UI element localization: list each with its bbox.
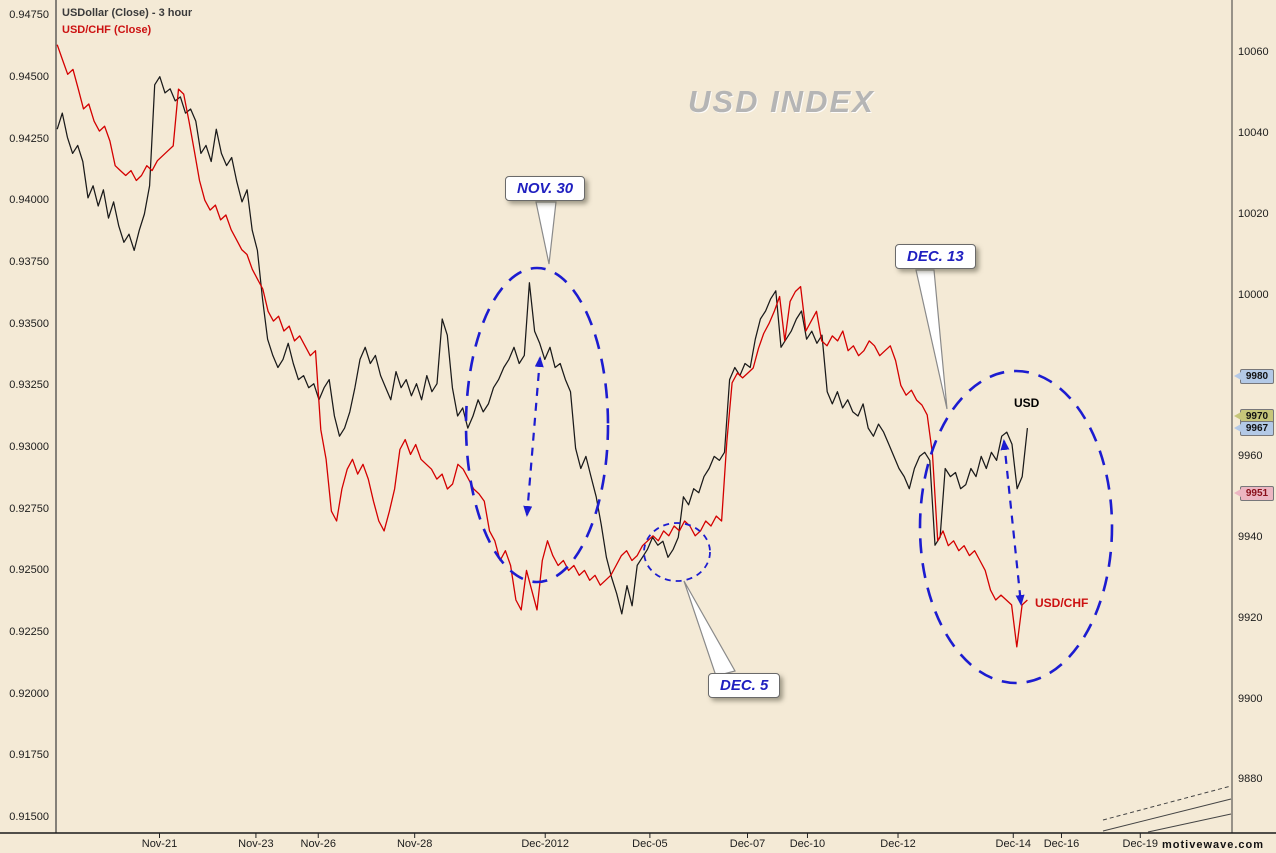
trend-line[interactable] <box>1147 813 1232 833</box>
series-line-usdollar-close <box>56 76 1029 615</box>
time-axis-label-dec-10: Dec-10 <box>789 838 826 850</box>
highlight-ellipse-nov30[interactable] <box>464 266 610 584</box>
time-axis-label-dec-07: Dec-07 <box>729 838 766 850</box>
price-tag-9951: 9951 <box>1234 485 1274 501</box>
price-tag-9980: 9980 <box>1234 368 1274 384</box>
right-axis-label: 10020 <box>1238 208 1269 221</box>
time-axis-label-dec-16: Dec-16 <box>1043 838 1080 850</box>
callout-pointer-nov-30 <box>535 201 557 265</box>
right-axis-label: 10040 <box>1238 127 1269 140</box>
left-axis-label: 0.92250 <box>9 626 49 639</box>
chart-legend: USDollar (Close) - 3 hour USD/CHF (Close… <box>62 5 192 39</box>
left-axis-label: 0.93500 <box>9 317 49 330</box>
price-tag-9967: 9967 <box>1234 421 1274 437</box>
left-axis-label: 0.92500 <box>9 564 49 577</box>
time-axis-label-nov-28: Nov-28 <box>396 838 433 850</box>
left-axis-label: 0.94000 <box>9 194 49 207</box>
primary-series-title: USDollar (Close) - 3 hour <box>62 7 193 19</box>
left-axis-label: 0.94500 <box>9 70 49 83</box>
measure-arrow[interactable] <box>1000 439 1025 606</box>
time-axis-label-dec-14: Dec-14 <box>995 838 1031 850</box>
highlight-ellipse-dec13[interactable] <box>918 369 1114 685</box>
series-line-usd-chf-close <box>56 44 1028 648</box>
trend-line[interactable] <box>1102 785 1232 821</box>
right-axis-label: 10060 <box>1238 46 1269 59</box>
time-axis[interactable]: Nov-21 Nov-23 Nov-26 Nov-28 Dec-2012 Dec-05 De… <box>0 836 1276 853</box>
right-axis-label: 9880 <box>1238 773 1263 786</box>
left-axis-label: 0.91750 <box>9 749 49 762</box>
series-label-usd-chf: USD/CHF <box>1035 596 1089 610</box>
left-axis-label: 0.93000 <box>9 440 49 453</box>
right-axis-label: 9960 <box>1238 450 1263 463</box>
left-axis-label: 0.92750 <box>9 502 49 515</box>
time-axis-label-nov-26: Nov-26 <box>300 838 336 850</box>
time-axis-label-nov-21: Nov-21 <box>141 838 178 850</box>
measure-arrow[interactable] <box>523 356 544 517</box>
left-axis-label: 0.93250 <box>9 379 49 392</box>
left-axis-label: 0.93750 <box>9 255 49 268</box>
series-label-usd: USD <box>1014 396 1040 410</box>
left-axis-label: 0.94750 <box>9 9 49 22</box>
time-axis-label-dec-2012: Dec-2012 <box>521 838 570 850</box>
time-axis-label-dec-12: Dec-12 <box>880 838 916 850</box>
right-axis-label: 9940 <box>1238 531 1263 544</box>
overlay-series-title: USD/CHF (Close) <box>62 24 152 36</box>
branding: motivewave.com <box>1162 839 1265 851</box>
right-axis-label: 9920 <box>1238 611 1263 624</box>
time-axis-label-dec-05: Dec-05 <box>632 838 668 850</box>
right-axis-label: 10000 <box>1238 288 1269 301</box>
callout-dec-5[interactable]: DEC. 5 <box>708 673 781 698</box>
highlight-circle-dec5[interactable] <box>643 522 711 582</box>
time-axis-label-nov-23: Nov-23 <box>238 838 274 850</box>
left-axis-label: 0.94250 <box>9 132 49 145</box>
right-axis-label: 9900 <box>1238 692 1263 705</box>
left-axis-label: 0.92000 <box>9 687 49 700</box>
callout-nov-30[interactable]: NOV. 30 <box>505 176 586 201</box>
watermark-usd-index: USD INDEX <box>688 84 875 119</box>
left-price-axis[interactable]: 0.94750 0.94500 0.94250 0.94000 0.93750 0.935… <box>0 0 52 833</box>
callout-dec-13[interactable]: DEC. 13 <box>895 244 976 269</box>
callout-pointer-dec-13 <box>915 269 948 410</box>
time-axis-label-dec-19: Dec-19 <box>1122 838 1158 850</box>
right-price-axis[interactable]: 10060 10040 10020 10000 9960 9940 9920 9900 9880… <box>1234 0 1276 833</box>
callout-pointer-dec-5 <box>683 580 736 677</box>
left-axis-label: 0.91500 <box>9 811 49 824</box>
trend-line[interactable] <box>1102 798 1232 832</box>
